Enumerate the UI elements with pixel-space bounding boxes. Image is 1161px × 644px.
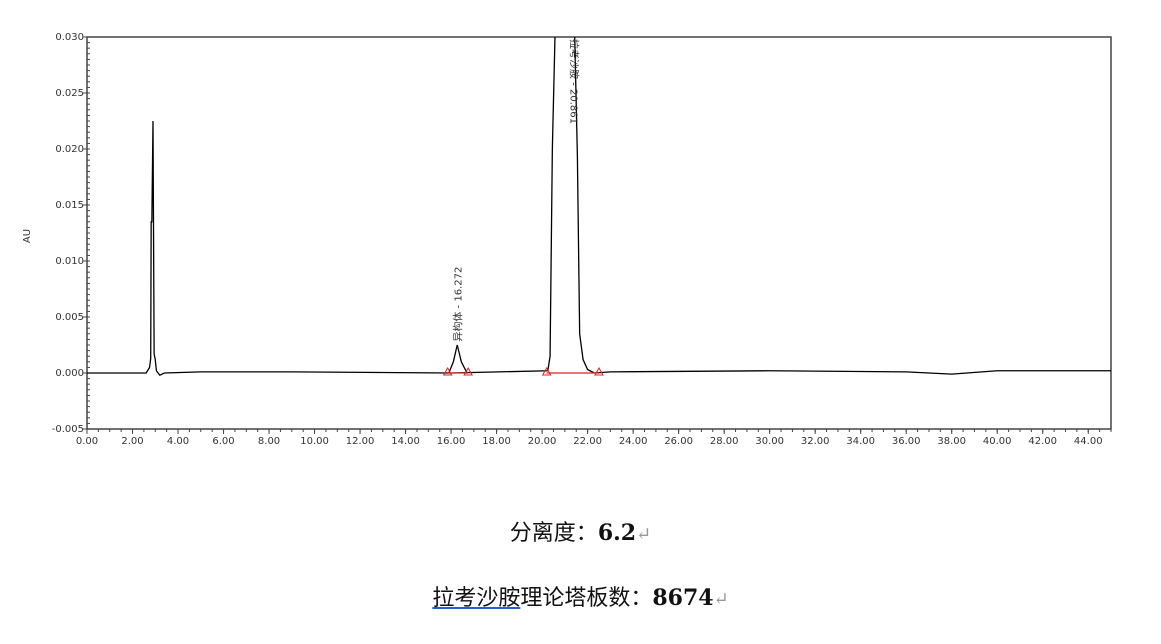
x-tick-label: 16.00 (437, 436, 466, 447)
peak-label: 拉考沙胺 - 20.861 (568, 39, 581, 124)
return-mark: ↵ (713, 589, 729, 610)
x-tick-label: 10.00 (300, 436, 329, 447)
x-tick-label: 40.00 (983, 436, 1012, 447)
resolution-label: 分离度： (509, 521, 598, 546)
x-tick-label: 22.00 (573, 436, 602, 447)
trace (87, 37, 1111, 377)
x-tick-label: 44.00 (1074, 436, 1103, 447)
x-tick-label: 18.00 (482, 436, 511, 447)
x-tick-label: 20.00 (528, 436, 557, 447)
x-tick-label: 24.00 (619, 436, 648, 447)
return-mark: ↵ (636, 524, 652, 545)
series-line (448, 344, 468, 374)
axes: -0.005 0.000 0.005 0.010 0.015 0.020 0.025 0.03… (52, 32, 1112, 447)
y-tick-label: -0.005 (52, 424, 84, 435)
x-tick-label: 26.00 (664, 436, 693, 447)
integration-marks: 异构体 - 16.272 拉考沙胺 - 20.861 (442, 39, 604, 376)
chromatogram-chart: -0.005 0.000 0.005 0.010 0.015 0.020 0.025 0.03… (22, 32, 1112, 447)
y-tick-label: 0.005 (55, 312, 84, 323)
x-tick-label: 28.00 (710, 436, 739, 447)
y-tick-label: 0.020 (55, 144, 84, 155)
series-line (87, 37, 1111, 377)
y-tick-label: 0.000 (55, 368, 84, 379)
x-tick-label: 36.00 (892, 436, 921, 447)
x-tick-label: 4.00 (167, 436, 189, 447)
plot-frame (86, 36, 1112, 430)
x-tick-label: 8.00 (258, 436, 280, 447)
x-tick-label: 34.00 (846, 436, 875, 447)
x-tick-label: 2.00 (121, 436, 143, 447)
x-tick-label: 38.00 (937, 436, 966, 447)
y-tick-label: 0.010 (55, 256, 84, 267)
plates-line: 拉考沙胺理论塔板数：8674↵ (0, 580, 1161, 612)
resolution-line: 分离度：6.2↵ (0, 515, 1161, 547)
peak-marker-triangle (442, 366, 453, 376)
x-tick-label: 6.00 (212, 436, 234, 447)
peak-label: 异构体 - 16.272 (451, 267, 464, 342)
peak-marker-triangle (594, 366, 604, 376)
plates-label: 理论塔板数： (520, 586, 653, 611)
y-tick-label: 0.025 (55, 88, 84, 99)
x-tick-label: 42.00 (1028, 436, 1057, 447)
y-tick-label: 0.030 (55, 32, 84, 43)
x-tick-label: 14.00 (391, 436, 420, 447)
peak-marker-triangle (463, 366, 474, 376)
y-tick-label: 0.015 (55, 200, 84, 211)
resolution-value: 6.2 (597, 520, 637, 546)
x-tick-label: 0.00 (76, 436, 98, 447)
plates-label-underlined: 拉考沙胺 (432, 586, 521, 611)
x-tick-label: 12.00 (346, 436, 375, 447)
peak-marker-triangle (541, 366, 552, 376)
x-tick-label: 30.00 (755, 436, 784, 447)
y-axis-label: AU (22, 229, 33, 243)
plates-value: 8674 (652, 585, 714, 611)
x-tick-label: 32.00 (801, 436, 830, 447)
